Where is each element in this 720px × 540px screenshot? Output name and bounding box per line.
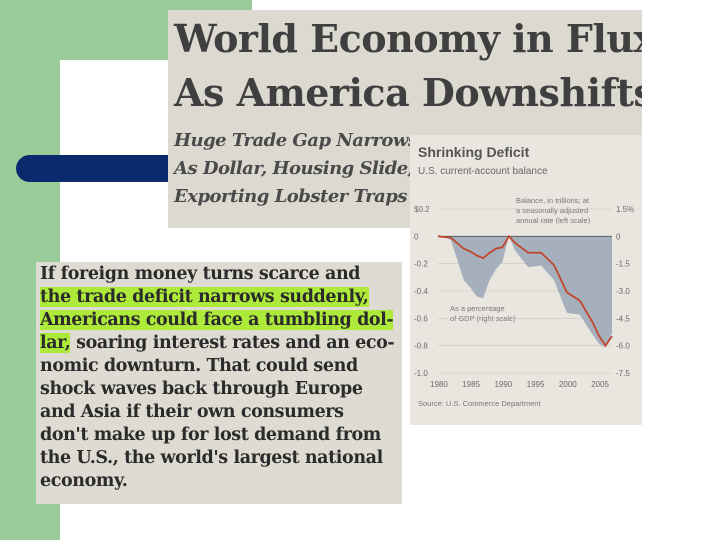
paragraph-line-7: and Asia if their own consumers xyxy=(40,402,344,422)
paragraph-line-8: don't make up for lost demand from xyxy=(40,425,381,445)
right-tick-label: 1.5% xyxy=(616,205,634,214)
subheadline-line-3: Exporting Lobster Traps xyxy=(174,186,407,207)
x-tick-label: 2005 xyxy=(591,380,609,389)
headline-line-2: As America Downshifts xyxy=(174,70,642,115)
balance-label-1: Balance, in trillions; at xyxy=(516,196,590,205)
paragraph-line-5: nomic downturn. That could send xyxy=(40,356,358,376)
paragraph-line-6: shock waves back through Europe xyxy=(40,379,363,399)
right-tick-label: -1.5 xyxy=(616,260,630,269)
right-tick-label: -4.5 xyxy=(616,314,630,323)
balance-label-2: a seasonally adjusted xyxy=(516,206,588,215)
x-tick-label: 1985 xyxy=(462,380,480,389)
x-tick-label: 1990 xyxy=(494,380,512,389)
paragraph-line-4: lar, soaring interest rates and an eco- xyxy=(40,333,395,353)
left-tick-label: 0 xyxy=(414,232,419,241)
headline-line-1: World Economy in Flux xyxy=(174,16,642,61)
x-tick-label: 1995 xyxy=(527,380,545,389)
paragraph-line-3: Americans could face a tumbling dol- xyxy=(40,310,394,330)
right-tick-label: 0 xyxy=(616,232,621,241)
paragraph-line-1: If foreign money turns scarce and xyxy=(40,264,361,284)
left-tick-label: $0.2 xyxy=(414,205,430,214)
left-tick-label: -0.6 xyxy=(414,314,428,323)
right-tick-label: -3.0 xyxy=(616,287,630,296)
paragraph-line-2: the trade deficit narrows suddenly, xyxy=(40,287,369,307)
chart-title: Shrinking Deficit xyxy=(418,144,530,160)
paragraph-line-1-text: If foreign money turns scarce and xyxy=(40,264,361,284)
right-tick-label: -6.0 xyxy=(616,342,630,351)
x-tick-label: 2000 xyxy=(559,380,577,389)
balance-line xyxy=(437,234,613,348)
pct-gdp-area xyxy=(438,234,612,348)
paragraph-line-10: economy. xyxy=(40,471,128,491)
left-tick-label: -0.2 xyxy=(414,260,428,269)
chart-svg: Balance, in trillions; at a seasonally a… xyxy=(414,196,634,389)
left-tick-label: -0.8 xyxy=(414,342,428,351)
paragraph-line-4-rest: soaring interest rates and an eco- xyxy=(70,333,395,353)
x-tick-label: 1980 xyxy=(430,380,448,389)
pct-label-1: As a percentage xyxy=(450,304,505,313)
slide-corner-curve xyxy=(60,60,130,130)
article-clipping: If foreign money turns scarce and the tr… xyxy=(36,262,402,504)
paragraph-line-9: the U.S., the world's largest national xyxy=(40,448,383,468)
right-tick-label: -7.5 xyxy=(616,369,630,378)
highlighted-text-2: the trade deficit narrows suddenly, xyxy=(40,287,369,307)
balance-label-3: annual rate (left scale) xyxy=(516,216,591,225)
chart-subtitle: U.S. current-account balance xyxy=(418,166,548,177)
subheadline-line-1: Huge Trade Gap Narrows xyxy=(174,130,418,151)
highlighted-text-4: lar, xyxy=(40,333,71,353)
highlighted-text-3: Americans could face a tumbling dol- xyxy=(40,310,394,330)
chart-source: Source: U.S. Commerce Department xyxy=(418,399,541,408)
left-tick-label: -1.0 xyxy=(414,369,428,378)
left-tick-label: -0.4 xyxy=(414,287,428,296)
chart-panel: Shrinking Deficit U.S. current-account b… xyxy=(410,135,642,425)
subheadline-line-2: As Dollar, Housing Slide; xyxy=(174,158,414,179)
